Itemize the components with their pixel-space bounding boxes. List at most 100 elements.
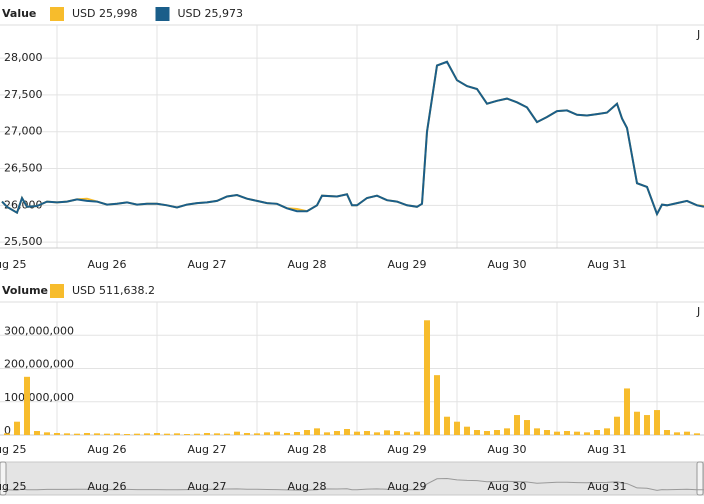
x-tick-label: Aug 29 [388,443,427,456]
navigator-label: Aug 30 [488,480,527,493]
bar [584,432,590,435]
bar [614,416,620,435]
x-tick-label: Aug 26 [88,258,127,271]
bar [124,434,130,435]
bar [324,432,330,435]
bar [54,433,60,435]
bar [44,432,50,435]
legend-label[interactable]: USD 511,638.2 [72,284,155,297]
x-tick-label: Aug 26 [88,443,127,456]
bar [204,433,210,435]
bar [34,431,40,435]
legend-swatch[interactable] [155,7,170,21]
bar [534,428,540,435]
y-tick-label: 25,500 [4,235,43,248]
bar [354,431,360,435]
y-tick-label: 200,000,000 [4,358,74,371]
x-tick-label: Aug 27 [188,443,227,456]
bar [444,416,450,435]
bar [414,431,420,435]
bar [454,421,460,435]
x-tick-label: Aug 25 [0,258,26,271]
legend-label[interactable]: USD 25,998 [72,7,138,20]
legend-title: Value [2,7,36,20]
bar [84,433,90,435]
bar [424,320,430,435]
legend-label[interactable]: USD 25,973 [178,7,244,20]
bar [244,433,250,435]
x-tick-label: Aug 31 [588,443,627,456]
y-tick-label: 26,500 [4,162,43,175]
x-tick-label: Aug 25 [0,443,26,456]
bar [374,432,380,435]
bar [384,430,390,435]
bar [24,376,30,435]
bar [74,433,80,435]
navigator-handle[interactable] [0,461,7,496]
bar [624,388,630,435]
bar [104,433,110,435]
bar [464,426,470,435]
x-tick-label: Aug 31 [588,258,627,271]
bar [364,431,370,435]
bar [114,433,120,435]
bar [294,432,300,435]
bar [194,433,200,435]
navigator-label: Aug 27 [188,480,227,493]
bar [164,433,170,435]
bar [474,430,480,435]
y-tick-label: 100,000,000 [4,391,74,404]
bar [134,433,140,435]
bar [654,410,660,435]
navigator-label: Aug 26 [88,480,127,493]
navigator-label: Aug 28 [288,480,327,493]
bar [404,432,410,435]
bar [594,430,600,435]
bar [484,431,490,435]
bar [554,431,560,435]
bar [254,433,260,435]
bar [224,433,230,435]
line-series [1,60,704,217]
x-tick-label: Aug 29 [388,258,427,271]
legend-swatch[interactable] [50,7,64,21]
corner-label: J [696,28,700,41]
bar [284,433,290,435]
x-tick-label: Aug 28 [288,258,327,271]
bar [144,433,150,435]
bar [154,433,160,435]
navigator-label: Aug 25 [0,480,26,493]
navigator-handle[interactable] [696,461,704,496]
y-tick-label: 27,500 [4,88,43,101]
bar [304,430,310,435]
bar [264,432,270,435]
bar [64,433,70,435]
x-tick-label: Aug 27 [188,258,227,271]
legend-title: Volume [2,284,48,297]
bar [4,433,10,435]
bar [344,429,350,435]
navigator-line [1,477,704,491]
y-tick-label: 28,000 [4,51,43,64]
bar [94,433,100,435]
bar [434,375,440,435]
x-tick-label: Aug 28 [288,443,327,456]
bar [14,421,20,435]
bar [174,433,180,435]
legend-swatch[interactable] [50,284,64,298]
bar [504,428,510,435]
bar [664,430,670,435]
bar [524,420,530,435]
bar [574,431,580,435]
x-tick-label: Aug 30 [488,443,527,456]
bar [644,415,650,435]
bar [394,431,400,435]
bar [494,430,500,435]
y-tick-label: 300,000,000 [4,324,74,337]
bar [214,433,220,435]
bar [544,430,550,435]
bar [184,434,190,435]
bar [234,431,240,435]
navigator-label: Aug 31 [588,480,627,493]
